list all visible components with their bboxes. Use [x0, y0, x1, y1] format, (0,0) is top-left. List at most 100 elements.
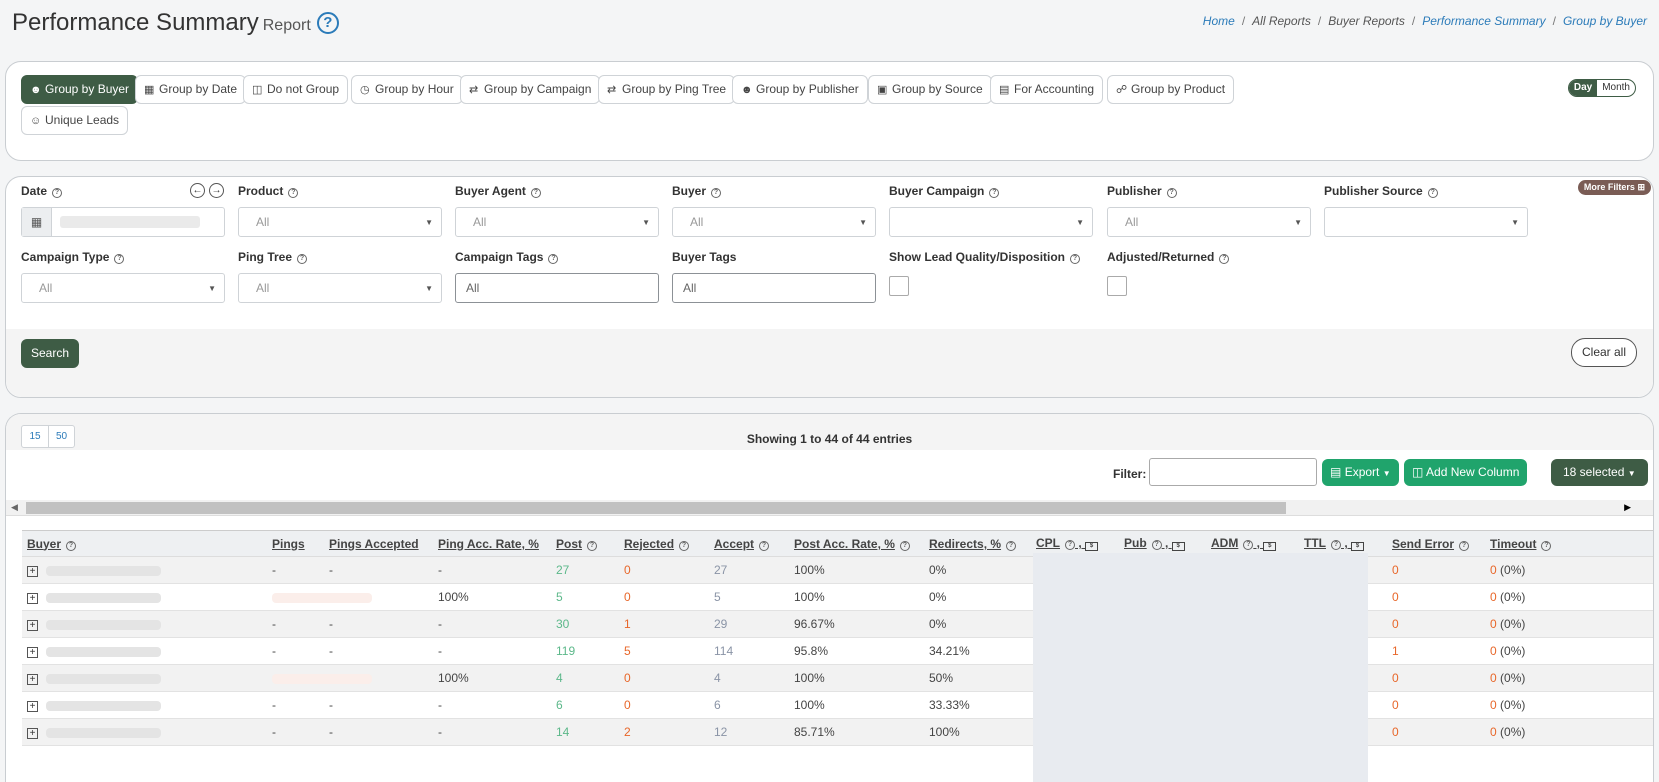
adjusted-returned-checkbox[interactable] [1107, 276, 1127, 296]
group-by-ping-tree-button[interactable]: ⇄ Group by Ping Tree [598, 75, 736, 104]
cell-rejected[interactable]: 0 [619, 691, 709, 719]
campaign-type-select[interactable]: All ▼ [21, 273, 225, 303]
cell-post[interactable]: 27 [551, 556, 619, 584]
col-ping-acc-rate[interactable]: Ping Acc. Rate, % [433, 530, 551, 557]
col-post[interactable]: Post? [551, 530, 619, 557]
col-adm[interactable]: ADM? , $ [1206, 530, 1299, 557]
cell-send-error[interactable]: 0 [1387, 556, 1485, 584]
more-filters-button[interactable]: More Filters ⊞ [1577, 180, 1651, 195]
scrollbar-thumb[interactable] [26, 502, 1286, 514]
add-new-column-button[interactable]: ◫ Add New Column [1404, 459, 1528, 486]
table-filter-input[interactable] [1149, 458, 1317, 486]
col-ttl[interactable]: TTL? , $ [1299, 530, 1387, 557]
col-cpl[interactable]: CPL? , $ [1031, 530, 1119, 557]
cell-rejected[interactable]: 2 [619, 718, 709, 746]
buyer-agent-select[interactable]: All ▼ [455, 207, 659, 237]
day-toggle[interactable]: Day [1568, 80, 1598, 96]
columns-selected-dropdown[interactable]: 18 selected ▼ [1551, 459, 1648, 486]
label-text: Ping Tree [238, 250, 293, 264]
cell-post[interactable]: 6 [551, 691, 619, 719]
col-buyer[interactable]: Buyer? [22, 530, 267, 557]
group-by-publisher-button[interactable]: ☻ Group by Publisher [732, 75, 868, 104]
buyer-tags-input[interactable]: All [672, 273, 876, 303]
cell-rejected[interactable]: 0 [619, 583, 709, 611]
cell-post[interactable]: 14 [551, 718, 619, 746]
col-pings[interactable]: Pings [267, 530, 324, 557]
prev-date-arrow-icon[interactable]: ← [190, 183, 205, 198]
help-icon[interactable]: ? [316, 12, 339, 34]
group-by-buyer-button[interactable]: ☻ Group by Buyer [21, 75, 139, 104]
question-icon: ? [1166, 188, 1177, 198]
breadcrumb-performance-summary[interactable]: Performance Summary [1422, 14, 1546, 28]
timeout-count[interactable]: 0 [1490, 725, 1497, 739]
expand-row-icon[interactable]: + [27, 593, 38, 604]
col-send-error[interactable]: Send Error? [1387, 530, 1485, 557]
cell-post[interactable]: 30 [551, 610, 619, 638]
cell-rejected[interactable]: 1 [619, 610, 709, 638]
col-pub[interactable]: Pub? , $ [1119, 530, 1206, 557]
timeout-count[interactable]: 0 [1490, 671, 1497, 685]
timeout-count[interactable]: 0 [1490, 698, 1497, 712]
group-by-campaign-button[interactable]: ⇄ Group by Campaign [460, 75, 601, 104]
cell-rejected[interactable]: 0 [619, 664, 709, 692]
cell-post[interactable]: 5 [551, 583, 619, 611]
col-timeout[interactable]: Timeout? [1485, 530, 1653, 557]
table-wrapper: Buyer? Pings Pings Accepted Ping Acc. Ra… [22, 530, 1653, 746]
breadcrumb-group-by-buyer[interactable]: Group by Buyer [1562, 14, 1647, 28]
timeout-count[interactable]: 0 [1490, 644, 1497, 658]
cell-send-error[interactable]: 0 [1387, 610, 1485, 638]
col-post-acc-rate[interactable]: Post Acc. Rate, %? [789, 530, 924, 557]
cell-send-error[interactable]: 0 [1387, 583, 1485, 611]
cell-send-error[interactable]: 0 [1387, 664, 1485, 692]
group-by-product-button[interactable]: ☍ Group by Product [1107, 75, 1235, 104]
page-size-15[interactable]: 15 [29, 431, 41, 442]
expand-row-icon[interactable]: + [27, 701, 38, 712]
export-button[interactable]: ▤ Export ▼ [1322, 459, 1399, 486]
clear-all-button[interactable]: Clear all [1570, 338, 1637, 367]
horizontal-scrollbar[interactable]: ◀ ▶ [6, 500, 1653, 516]
show-lead-quality-checkbox[interactable] [889, 276, 909, 296]
buyer-select[interactable]: All ▼ [672, 207, 876, 237]
cell-rejected[interactable]: 5 [619, 637, 709, 665]
expand-row-icon[interactable]: + [27, 647, 38, 658]
cell-send-error[interactable]: 0 [1387, 691, 1485, 719]
group-by-date-button[interactable]: ▦ Group by Date [135, 75, 247, 104]
expand-row-icon[interactable]: + [27, 728, 38, 739]
search-button[interactable]: Search [21, 339, 80, 368]
product-select[interactable]: All ▼ [238, 207, 442, 237]
cell-send-error[interactable]: 0 [1387, 718, 1485, 746]
cell-send-error[interactable]: 1 [1387, 637, 1485, 665]
expand-row-icon[interactable]: + [27, 674, 38, 685]
timeout-count[interactable]: 0 [1490, 590, 1497, 604]
col-rejected[interactable]: Rejected? [619, 530, 709, 557]
breadcrumb-home[interactable]: Home [1202, 14, 1235, 28]
ping-tree-select[interactable]: All ▼ [238, 273, 442, 303]
page-size-50[interactable]: 50 [48, 426, 74, 447]
col-pings-accepted[interactable]: Pings Accepted [324, 530, 433, 557]
publisher-source-select[interactable]: ▼ [1324, 207, 1528, 237]
next-date-arrow-icon[interactable]: → [209, 183, 224, 198]
unique-leads-button[interactable]: ☺ Unique Leads [21, 106, 129, 135]
timeout-count[interactable]: 0 [1490, 617, 1497, 631]
for-accounting-button[interactable]: ▤ For Accounting [990, 75, 1104, 104]
cell-ping-acc-rate: - [433, 718, 551, 746]
month-toggle[interactable]: Month [1602, 82, 1630, 93]
scroll-left-arrow-icon[interactable]: ◀ [11, 502, 18, 512]
publisher-select[interactable]: All ▼ [1107, 207, 1311, 237]
cell-post[interactable]: 4 [551, 664, 619, 692]
do-not-group-button[interactable]: ◫ Do not Group [243, 75, 349, 104]
scroll-right-arrow-icon[interactable]: ▶ [1624, 502, 1631, 512]
cell-post[interactable]: 119 [551, 637, 619, 665]
select-value: All [39, 281, 53, 295]
col-accept[interactable]: Accept? [709, 530, 789, 557]
expand-row-icon[interactable]: + [27, 620, 38, 631]
campaign-tags-input[interactable]: All [455, 273, 659, 303]
timeout-count[interactable]: 0 [1490, 563, 1497, 577]
expand-row-icon[interactable]: + [27, 566, 38, 577]
cell-rejected[interactable]: 0 [619, 556, 709, 584]
buyer-campaign-select[interactable]: ▼ [889, 207, 1093, 237]
group-by-source-button[interactable]: ▣ Group by Source [868, 75, 992, 104]
col-redirects[interactable]: Redirects, %? [924, 530, 1031, 557]
date-range-input[interactable]: ▦ [21, 207, 225, 237]
group-by-hour-button[interactable]: ◷ Group by Hour [351, 75, 463, 104]
